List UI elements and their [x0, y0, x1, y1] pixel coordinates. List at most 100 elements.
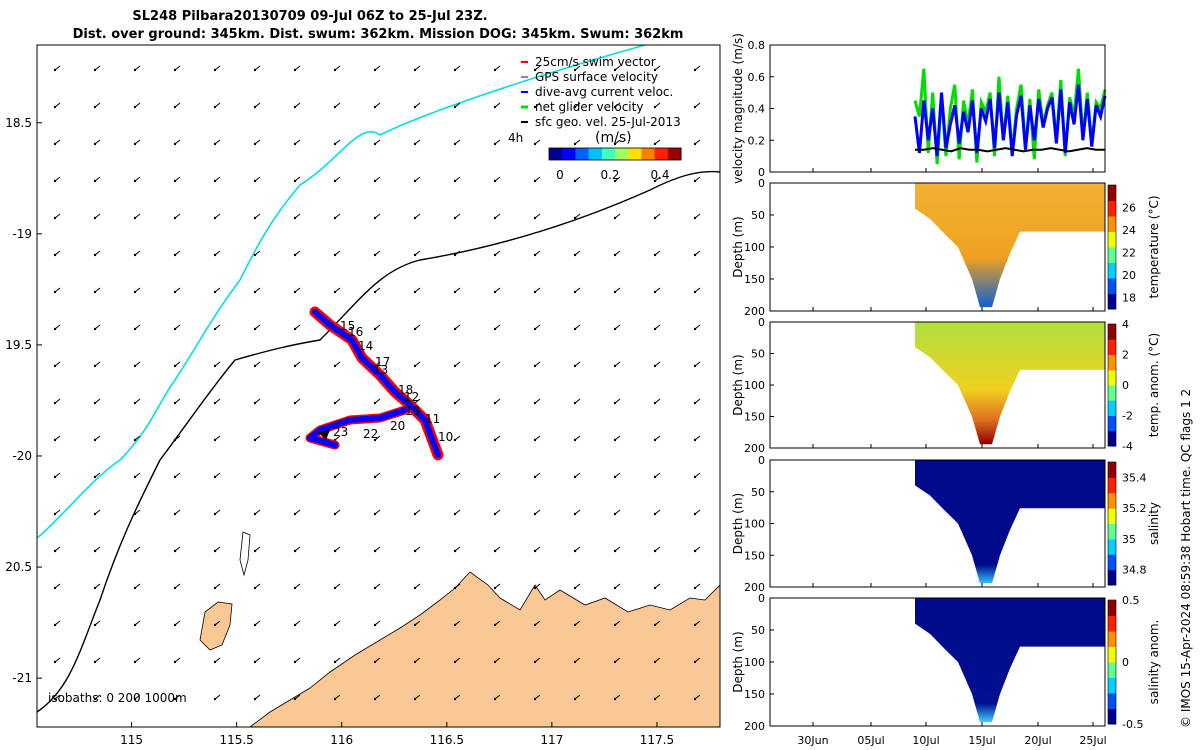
sfc-arrow-head: [133, 364, 137, 368]
sfc-arrow-head: [653, 216, 657, 220]
sfc-arrow-head: [213, 512, 217, 516]
sfc-arrow-head: [653, 549, 657, 553]
section-colorbar-frame: [1107, 599, 1117, 725]
sfc-arrow-head: [573, 549, 577, 553]
waypoint-label: 22: [363, 427, 378, 441]
sfc-arrow-head: [453, 660, 457, 664]
sfc-arrow-head: [613, 401, 617, 405]
colorbar-segment: [575, 148, 590, 160]
sfc-arrow-head: [613, 142, 617, 146]
map-ytick-label: -20: [12, 449, 32, 463]
section-colorbar-tick: 35.2: [1122, 502, 1147, 515]
sfc-arrow-head: [413, 512, 417, 516]
sfc-arrow-head: [693, 253, 697, 257]
colorbar-segment: [641, 148, 656, 160]
sfc-arrow-head: [373, 327, 377, 331]
panel-ytick-label: 100: [744, 656, 765, 669]
sfc-arrow-head: [573, 586, 577, 590]
sfc-arrow-head: [413, 660, 417, 664]
section-colorbar-segment: [1108, 662, 1116, 678]
waypoint-label: 12: [404, 390, 419, 404]
waypoint-label: 23: [333, 425, 348, 439]
colorbar-tick-label: 0.2: [600, 168, 619, 182]
sfc-arrow-head: [173, 216, 177, 220]
sfc-arrow-head: [53, 216, 57, 220]
sfc-arrow-head: [173, 586, 177, 590]
sfc-arrow-head: [453, 179, 457, 183]
sfc-arrow-head: [533, 142, 537, 146]
section-panel-temp_anom: 0 50 100 150 200 Depth (m) -4 -2 0 2 4 temp. anom. …: [731, 316, 1161, 455]
sfc-arrow-head: [253, 253, 257, 257]
sfc-arrow-head: [453, 290, 457, 294]
sfc-arrow-head: [173, 438, 177, 442]
section-colorbar-segment: [1108, 492, 1116, 509]
sfc-arrow-head: [453, 401, 457, 405]
sfc-arrow-head: [533, 216, 537, 220]
sfc-arrow-head: [613, 253, 617, 257]
sfc-arrow-head: [213, 179, 217, 183]
sfc-arrow-head: [253, 290, 257, 294]
sfc-arrow-head: [333, 512, 337, 516]
isobath-note: isobaths: 0 200 1000m: [48, 691, 187, 705]
section-colorbar-segment: [1108, 708, 1116, 725]
section-colorbar-segment: [1108, 615, 1116, 632]
sfc-arrow-head: [213, 253, 217, 257]
sfc-arrow-head: [413, 623, 417, 627]
map-xtick-label: 117.5: [640, 733, 674, 747]
sfc-arrow-head: [693, 623, 697, 627]
sfc-arrow-head: [373, 549, 377, 553]
sfc-arrow-head: [53, 401, 57, 405]
sfc-arrow-head: [293, 475, 297, 479]
sfc-arrow-head: [493, 216, 497, 220]
sfc-arrow-head: [333, 364, 337, 368]
sfc-arrow-head: [93, 438, 97, 442]
sfc-arrow-head: [253, 586, 257, 590]
sfc-arrow-head: [573, 68, 577, 72]
panel-ytick-label: 150: [744, 273, 765, 286]
sfc-arrow-head: [53, 68, 57, 72]
small-islands: [239, 531, 251, 577]
waypoint-label: 10: [438, 430, 453, 444]
sfc-arrow-head: [413, 179, 417, 183]
section-colorbar-segment: [1108, 400, 1116, 416]
sfc-arrow-head: [333, 68, 337, 72]
sfc-arrow-head: [693, 586, 697, 590]
sfc-arrow-head: [373, 253, 377, 257]
section-colorbar-tick: 26: [1122, 202, 1136, 215]
sfc-arrow-head: [693, 512, 697, 516]
sfc-arrow-head: [613, 327, 617, 331]
colorbar-segment: [628, 148, 642, 160]
time-tick-label: 10Jul: [912, 734, 939, 747]
sfc-arrow-head: [653, 586, 657, 590]
sfc-arrow-head: [213, 68, 217, 72]
sfc-arrow-head: [293, 660, 297, 664]
sfc-arrow-head: [333, 475, 337, 479]
sfc-arrow-head: [573, 142, 577, 146]
sfc-arrow-head: [173, 68, 177, 72]
sfc-arrow-head: [253, 142, 257, 146]
sfc-arrow-head: [173, 290, 177, 294]
sfc-arrow-head: [133, 327, 137, 331]
sfc-arrow-head: [493, 512, 497, 516]
sfc-arrow-head: [53, 660, 57, 664]
map-xtick-label: 117: [540, 733, 563, 747]
sfc-arrow-head: [573, 290, 577, 294]
sfc-arrow-head: [493, 68, 497, 72]
panel-ytick-label: 150: [744, 549, 765, 562]
section-colorbar-tick: 35: [1122, 533, 1136, 546]
sfc-arrow-head: [333, 216, 337, 220]
sfc-arrow-head: [293, 216, 297, 220]
sfc-arrow-head: [253, 401, 257, 405]
legend-entry: sfc geo. vel. 25-Jul-2013: [535, 115, 681, 129]
section-fill: [915, 460, 1105, 584]
sfc-arrow-head: [653, 290, 657, 294]
sfc-arrow-head: [573, 253, 577, 257]
sfc-arrow-head: [493, 697, 497, 701]
sfc-arrow-head: [333, 142, 337, 146]
sfc-arrow-head: [453, 438, 457, 442]
sfc-arrow-head: [373, 68, 377, 72]
colorbar-title: (m/s): [595, 130, 632, 146]
waypoint-label: 15: [340, 319, 355, 333]
sfc-arrow-head: [493, 253, 497, 257]
sfc-arrow-head: [133, 623, 137, 627]
